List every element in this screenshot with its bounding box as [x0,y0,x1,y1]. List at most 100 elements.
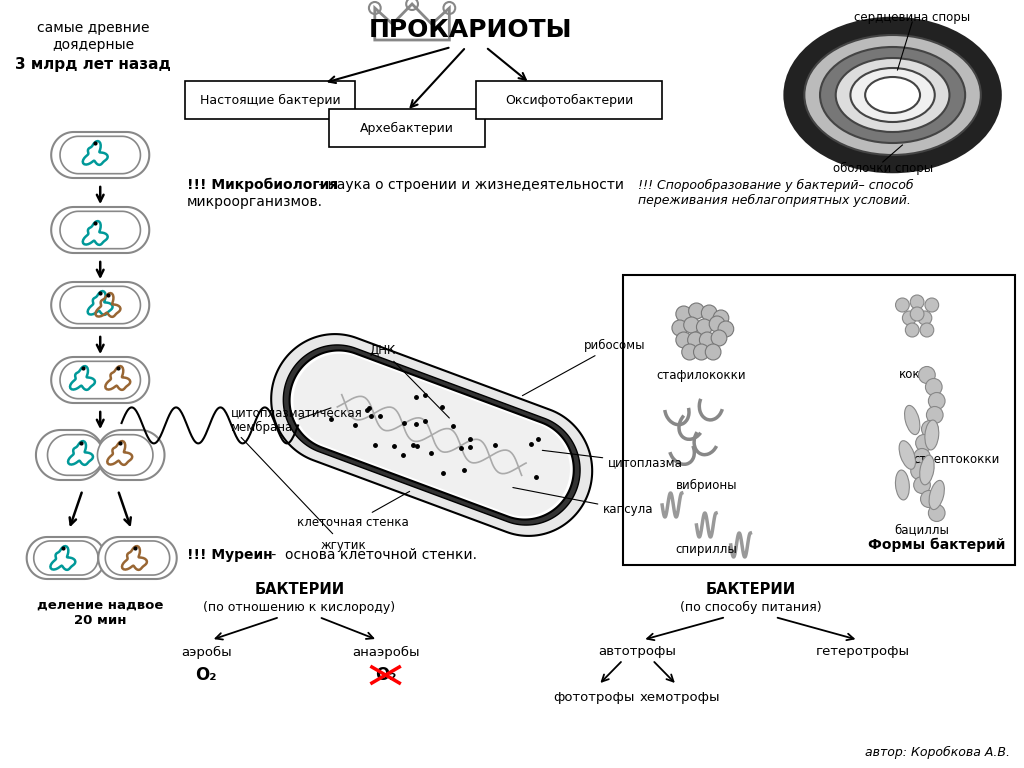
Text: !!! Спорообразование у бактерий– способ: !!! Спорообразование у бактерий– способ [638,178,913,191]
Circle shape [910,295,924,309]
Text: О₂: О₂ [375,666,396,684]
Ellipse shape [790,23,995,167]
Circle shape [713,310,729,326]
Circle shape [920,323,934,337]
Text: переживания неблагоприятных условий.: переживания неблагоприятных условий. [638,194,910,207]
Circle shape [710,316,725,332]
Text: доядерные: доядерные [52,38,134,52]
Text: Формы бактерий: Формы бактерий [868,538,1006,552]
Circle shape [676,306,691,322]
Circle shape [919,366,935,383]
Text: капсула: капсула [513,488,653,517]
Circle shape [910,307,924,321]
Ellipse shape [865,77,920,113]
Polygon shape [60,286,140,323]
Text: клеточная стенка: клеточная стенка [297,492,410,529]
Text: (по способу питания): (по способу питания) [680,601,821,614]
Text: ПРОКАРИОТЫ: ПРОКАРИОТЫ [370,18,572,42]
Ellipse shape [904,406,920,435]
Circle shape [693,344,710,360]
Ellipse shape [850,68,935,122]
Polygon shape [294,354,570,516]
Circle shape [921,491,937,508]
Polygon shape [51,282,150,328]
Circle shape [699,332,715,348]
FancyBboxPatch shape [476,81,662,119]
Polygon shape [47,435,103,475]
Circle shape [919,311,932,325]
Text: сердцевина споры: сердцевина споры [854,12,971,25]
Polygon shape [271,334,592,536]
Text: О₂: О₂ [196,666,217,684]
Text: стафилококки: стафилококки [656,369,746,382]
Text: анаэробы: анаэробы [352,645,420,658]
Polygon shape [98,537,177,579]
Circle shape [672,320,688,336]
Text: БАКТЕРИИ: БАКТЕРИИ [706,582,796,598]
Text: 3 млрд лет назад: 3 млрд лет назад [15,58,171,72]
Circle shape [913,449,931,465]
Text: оболочки споры: оболочки споры [833,161,933,174]
Text: аэробы: аэробы [181,645,231,658]
Text: самые древние: самые древние [37,21,150,35]
Circle shape [701,305,717,321]
Polygon shape [60,361,140,399]
Circle shape [688,332,703,348]
Text: - наука о строении и жизнедеятельности: - наука о строении и жизнедеятельности [314,178,624,192]
Circle shape [926,379,942,396]
Text: автор: Коробкова А.В.: автор: Коробкова А.В. [865,746,1011,759]
Ellipse shape [899,441,915,469]
Polygon shape [27,537,105,579]
Text: фототрофы: фототрофы [553,691,634,704]
Text: жгутик: жгутик [241,438,367,551]
Text: деление надвое
20 мин: деление надвое 20 мин [37,599,164,627]
Text: кокки: кокки [899,369,935,382]
Circle shape [696,319,712,335]
Polygon shape [51,207,150,253]
Text: хемотрофы: хемотрофы [640,691,720,704]
Polygon shape [34,541,98,575]
Circle shape [929,505,945,521]
Text: Настоящие бактерии: Настоящие бактерии [200,94,340,107]
Circle shape [905,323,920,337]
Text: (по отношению к кислороду): (по отношению к кислороду) [203,601,395,614]
Ellipse shape [925,420,939,450]
Circle shape [676,332,691,348]
Ellipse shape [804,35,981,155]
Circle shape [913,476,931,494]
Circle shape [925,298,939,312]
Circle shape [910,462,928,479]
Circle shape [915,435,932,452]
Polygon shape [97,430,165,480]
Text: Оксифотобактерии: Оксифотобактерии [505,94,633,107]
FancyBboxPatch shape [623,275,1015,565]
Text: стрептококки: стрептококки [913,453,999,466]
Text: !!! Муреин: !!! Муреин [186,548,272,562]
Ellipse shape [929,481,944,510]
FancyBboxPatch shape [184,81,355,119]
Text: спириллы: спириллы [676,544,737,557]
Text: автотрофы: автотрофы [599,645,677,658]
Polygon shape [60,137,140,174]
Text: Архебактерии: Архебактерии [360,121,454,134]
Ellipse shape [895,470,909,500]
Polygon shape [97,435,153,475]
FancyBboxPatch shape [329,109,485,147]
Ellipse shape [836,58,949,132]
Text: -  основа клеточной стенки.: - основа клеточной стенки. [267,548,477,562]
Circle shape [902,311,916,325]
Ellipse shape [920,455,934,485]
Polygon shape [284,345,580,525]
Text: !!! Микробиология: !!! Микробиология [186,178,338,192]
Circle shape [929,392,945,409]
Polygon shape [36,430,103,480]
Circle shape [922,421,938,438]
Polygon shape [51,357,150,403]
Text: цитоплазматическая
мембрана: цитоплазматическая мембрана [230,406,362,434]
Text: БАКТЕРИИ: БАКТЕРИИ [254,582,344,598]
Polygon shape [105,541,170,575]
Circle shape [706,344,721,360]
Circle shape [684,317,699,333]
Text: рибосомы: рибосомы [522,339,645,396]
Ellipse shape [820,47,966,143]
